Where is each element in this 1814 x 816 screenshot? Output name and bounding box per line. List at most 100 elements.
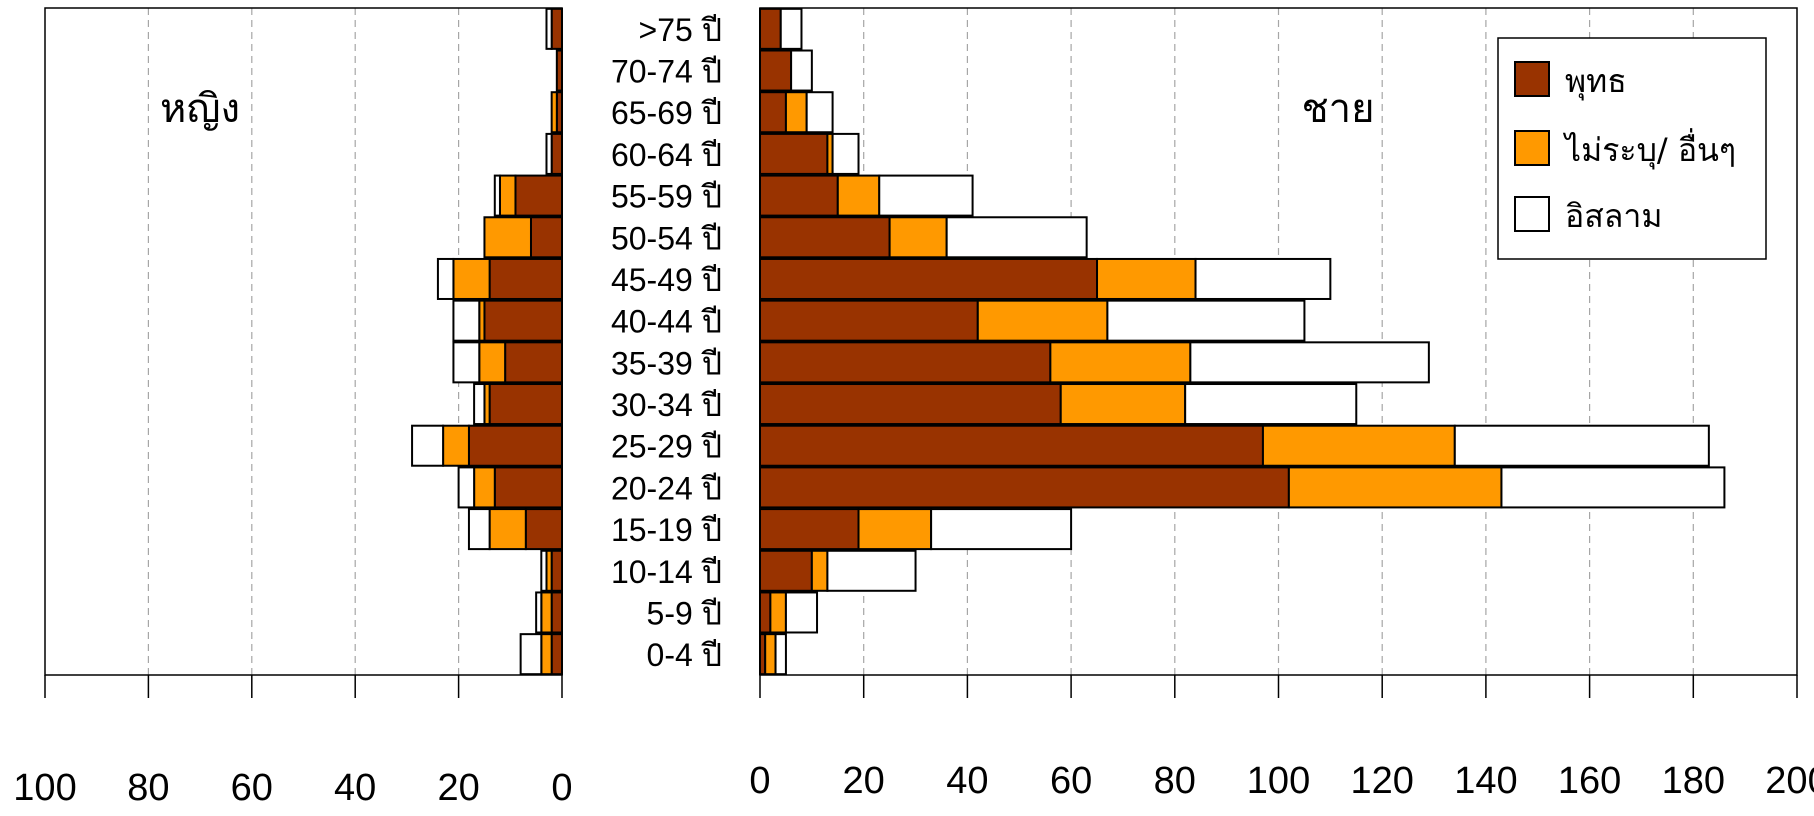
left-panel-bars — [411, 7, 564, 676]
female-bar-25-29-s1 — [442, 424, 470, 467]
male-bar-0-4-s1 — [764, 633, 777, 676]
female-tick-label-20: 20 — [437, 767, 479, 809]
female-bar-45-49-s2 — [436, 257, 455, 300]
male-tick-label-140: 140 — [1454, 760, 1517, 802]
male-bar-30-34-s1 — [1059, 383, 1187, 426]
female-bar-45-49-s1 — [452, 257, 491, 300]
category-label-0-4: 0-4 ปี — [647, 637, 722, 673]
category-label-70-74: 70-74 ปี — [611, 54, 722, 90]
female-bar-55-59-s2 — [493, 174, 501, 217]
male-tick-label-0: 0 — [749, 760, 770, 802]
female-bar-70-74-s0 — [555, 49, 564, 92]
female-bar-40-44-s0 — [483, 299, 564, 342]
left-panel-frame — [44, 7, 563, 698]
male-bar-75-s2 — [779, 7, 803, 50]
female-tick-label-0: 0 — [551, 767, 572, 809]
male-bar-15-19-s0 — [759, 508, 860, 551]
panel-title-female: หญิง — [160, 86, 240, 132]
female-bar-20-24-s1 — [473, 466, 496, 509]
right-panel-bars — [759, 7, 1726, 676]
male-bar-10-14-s1 — [810, 549, 829, 592]
male-tick-label-20: 20 — [843, 760, 885, 802]
male-bar-20-24-s2 — [1500, 466, 1726, 509]
female-bar-15-19-s0 — [524, 508, 563, 551]
female-bar-30-34-s2 — [473, 383, 486, 426]
male-bar-35-39-s0 — [759, 341, 1052, 384]
female-bar-0-4-s1 — [540, 633, 553, 676]
male-bar-40-44-s2 — [1106, 299, 1306, 342]
legend-label-islam: อิสลาม — [1565, 197, 1662, 235]
male-bar-15-19-s2 — [930, 508, 1073, 551]
male-bar-75-s0 — [759, 7, 782, 50]
male-tick-label-180: 180 — [1662, 760, 1725, 802]
male-bar-40-44-s0 — [759, 299, 979, 342]
female-bar-25-29-s2 — [411, 424, 445, 467]
male-bar-20-24-s0 — [759, 466, 1290, 509]
category-label-75: >75 ปี — [639, 12, 722, 48]
category-label-30-34: 30-34 ปี — [611, 387, 722, 423]
female-bar-15-19-s1 — [488, 508, 527, 551]
legend: พุทธ ไม่ระบุ/ อื่นๆ อิสลาม — [1497, 37, 1767, 260]
male-bar-30-34-s2 — [1184, 383, 1358, 426]
category-labels: 0-4 ปี 5-9 ปี 10-14 ปี 15-19 ปี 20-24 ปี 25-2… — [611, 12, 722, 673]
male-bar-30-34-s0 — [759, 383, 1062, 426]
female-tick-label-100: 100 — [13, 767, 76, 809]
female-bar-50-54-s1 — [483, 216, 532, 259]
right-panel-tick-labels: 0 20 40 60 80 100 120 140 160 180 200 — [749, 760, 1814, 802]
category-label-40-44: 40-44 ปี — [611, 304, 722, 340]
female-bar-55-59-s1 — [498, 174, 517, 217]
female-bar-10-14-s0 — [550, 549, 563, 592]
female-bar-35-39-s1 — [478, 341, 507, 384]
female-bar-15-19-s2 — [467, 508, 491, 551]
female-bar-0-4-s0 — [550, 633, 563, 676]
category-label-15-19: 15-19 ปี — [611, 512, 722, 548]
female-bar-10-14-s2 — [540, 549, 548, 592]
male-bar-5-9-s0 — [759, 591, 772, 634]
male-bar-10-14-s0 — [759, 549, 813, 592]
male-bar-35-39-s1 — [1049, 341, 1192, 384]
female-bar-60-64-s2 — [545, 132, 553, 175]
category-label-60-64: 60-64 ปี — [611, 137, 722, 173]
female-bar-20-24-s0 — [493, 466, 564, 509]
female-bar-5-9-s0 — [550, 591, 563, 634]
female-bar-40-44-s2 — [452, 299, 481, 342]
male-tick-label-160: 160 — [1558, 760, 1621, 802]
male-bar-25-29-s0 — [759, 424, 1264, 467]
male-bar-65-69-s2 — [805, 91, 834, 134]
male-bar-60-64-s2 — [831, 132, 860, 175]
male-bar-35-39-s2 — [1189, 341, 1430, 384]
category-label-35-39: 35-39 ปี — [611, 345, 722, 381]
male-tick-label-120: 120 — [1350, 760, 1413, 802]
male-bar-55-59-s0 — [759, 174, 839, 217]
male-bar-65-69-s1 — [784, 91, 808, 134]
male-bar-50-54-s1 — [888, 216, 948, 259]
male-bar-55-59-s2 — [878, 174, 974, 217]
male-bar-10-14-s2 — [826, 549, 917, 592]
male-tick-label-40: 40 — [946, 760, 988, 802]
female-bar-35-39-s0 — [504, 341, 564, 384]
panel-title-male: ชาย — [1301, 86, 1374, 132]
female-bar-5-9-s1 — [540, 591, 553, 634]
male-bar-50-54-s2 — [945, 216, 1088, 259]
male-bar-55-59-s1 — [836, 174, 881, 217]
female-bar-75-s0 — [550, 7, 563, 50]
male-bar-65-69-s0 — [759, 91, 787, 134]
female-bar-75-s2 — [545, 7, 553, 50]
male-bar-15-19-s1 — [857, 508, 933, 551]
category-label-50-54: 50-54 ปี — [611, 220, 722, 256]
category-label-25-29: 25-29 ปี — [611, 429, 722, 465]
female-bar-50-54-s0 — [529, 216, 563, 259]
female-bar-55-59-s0 — [514, 174, 563, 217]
female-plot-frame — [44, 7, 563, 676]
category-label-10-14: 10-14 ปี — [611, 554, 722, 590]
male-tick-label-80: 80 — [1154, 760, 1196, 802]
category-label-55-59: 55-59 ปี — [611, 179, 722, 215]
legend-swatch-islam — [1514, 196, 1550, 232]
male-tick-label-200: 200 — [1765, 760, 1814, 802]
male-bar-70-74-s2 — [790, 49, 813, 92]
female-bar-35-39-s2 — [452, 341, 481, 384]
right-panel-frame — [759, 7, 1798, 698]
left-panel-grid — [147, 8, 460, 675]
male-bar-25-29-s1 — [1261, 424, 1456, 467]
